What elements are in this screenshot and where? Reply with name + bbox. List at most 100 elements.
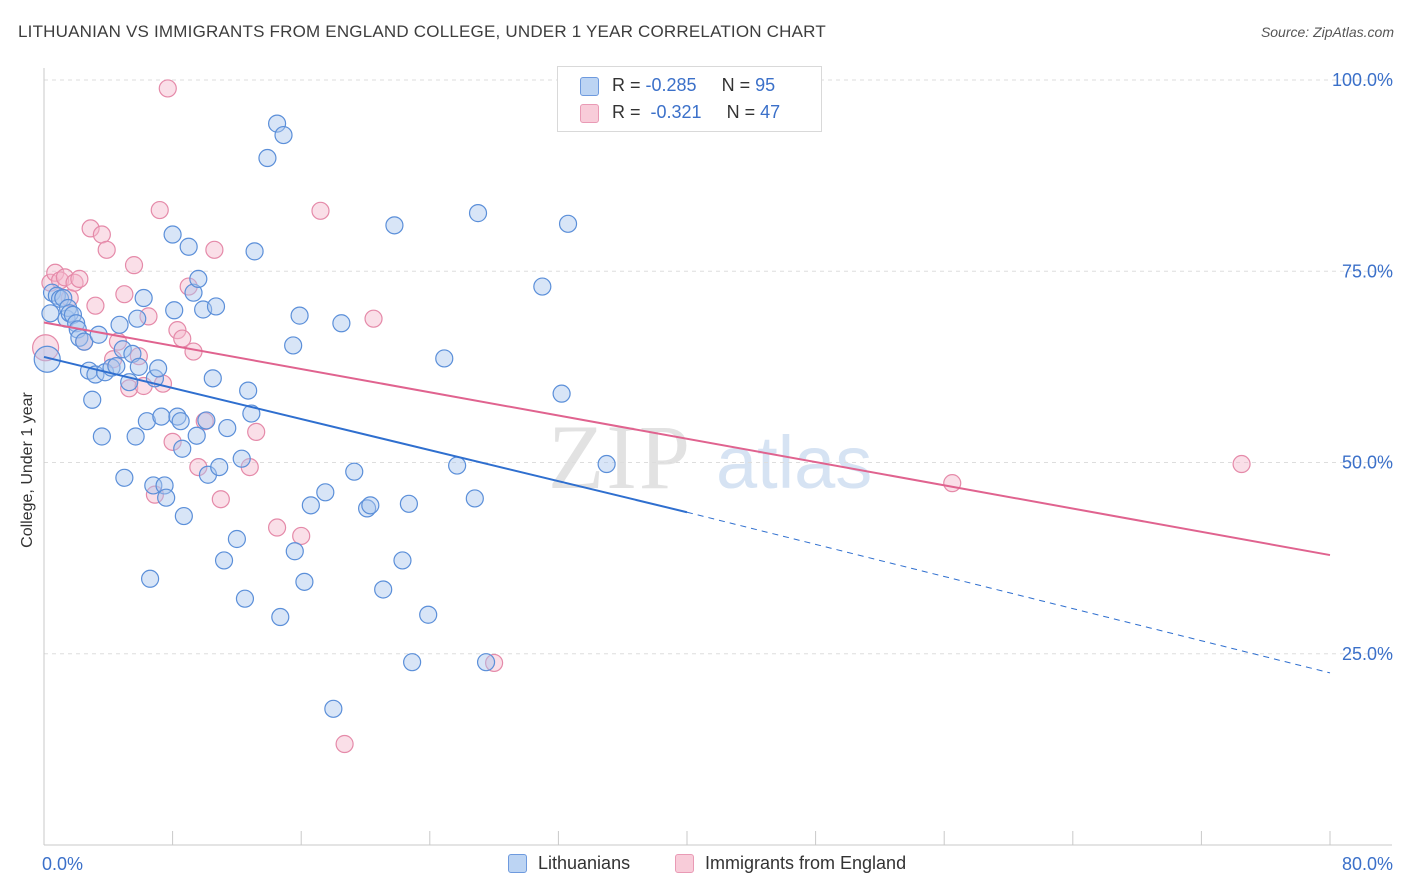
data-point [32,334,60,362]
data-point [332,314,351,333]
data-point [140,569,160,588]
data-point [173,439,192,458]
data-point [110,315,129,334]
series-legend: Lithuanians Immigrants from England [0,853,1406,877]
data-point [324,699,343,718]
data-point [227,529,246,549]
data-point [149,359,168,378]
trend-line-immigrants [43,321,1331,557]
data-point [126,427,145,446]
axes [43,68,1392,846]
data-point [197,411,216,430]
data-point [552,384,571,403]
data-point [448,456,467,475]
data-point [533,277,552,296]
data-point [274,125,293,145]
data-point [301,496,320,515]
chart-title: LITHUANIAN VS IMMIGRANTS FROM ENGLAND CO… [18,22,826,41]
data-point [86,296,105,315]
data-point [174,506,193,526]
data-point [92,225,111,244]
data-point [435,349,454,368]
data-point [33,345,61,373]
r-value: -0.321 [650,102,702,122]
data-point [179,277,198,296]
data-point [189,269,208,288]
data-point [290,306,309,325]
data-point [89,325,108,344]
data-point [205,240,224,259]
data-point [163,432,182,451]
data-point [83,390,102,409]
data-point [113,340,132,359]
immigrants-swatch [580,104,599,123]
data-point [54,288,73,308]
data-point [374,580,393,599]
data-point [70,269,89,288]
r-label: R = [612,102,641,122]
watermark-atlas: atlas [716,421,872,504]
data-point [129,357,148,376]
immigrants-swatch [675,854,694,873]
data-point [1232,454,1251,474]
data-point [419,605,438,624]
data-point [393,551,412,570]
n-label: N = [721,75,751,95]
data-point [139,307,158,326]
y-tick-label: 25.0% [1342,644,1393,664]
data-point [211,490,230,509]
data-point [247,422,266,441]
data-point [41,304,60,323]
data-point [134,288,153,308]
data-point [206,297,226,316]
data-point [245,242,264,261]
series-lithuanians [33,114,616,718]
data-point [55,268,74,287]
data-point [316,483,335,502]
watermark-zip: ZIP [548,406,692,508]
trend-line-lithuanians-projection [686,511,1331,674]
lithuanians-swatch [508,854,527,873]
data-point [210,457,229,477]
data-point [158,79,177,98]
data-point [171,412,190,431]
n-value: 95 [755,75,776,95]
data-point [292,526,311,546]
legend-label: Immigrants from England [705,853,907,873]
x-tick-label: 80.0% [1342,854,1393,874]
data-point [468,204,488,223]
data-point [943,474,962,493]
data-point [203,369,222,388]
data-point [189,457,208,477]
data-point [465,489,484,508]
data-point [150,200,169,220]
y-tick-label: 75.0% [1342,261,1393,281]
y-tick-label: 50.0% [1342,453,1393,473]
trend-lines [43,321,1331,674]
data-point [124,256,144,275]
trend-line-lithuanians [43,355,688,514]
data-point [152,407,171,426]
data-point [165,301,184,320]
r-value: -0.285 [645,75,697,95]
data-point [128,309,147,328]
data-point [358,499,377,518]
data-point [184,283,203,302]
data-point [235,589,255,608]
data-point [187,426,206,445]
data-point [145,485,165,504]
data-point [168,321,187,340]
data-point [218,418,237,438]
data-point [311,201,330,220]
data-point [97,240,116,259]
data-point [345,462,364,481]
source-label: Source: ZipAtlas.com [1260,24,1394,40]
data-point [195,412,214,431]
data-point [239,381,258,400]
lithuanians-swatch [580,77,599,96]
r-label: R = [612,75,641,95]
data-point [385,216,404,235]
x-tick-label: 0.0% [42,854,83,874]
legend-label: Lithuanians [538,853,631,873]
